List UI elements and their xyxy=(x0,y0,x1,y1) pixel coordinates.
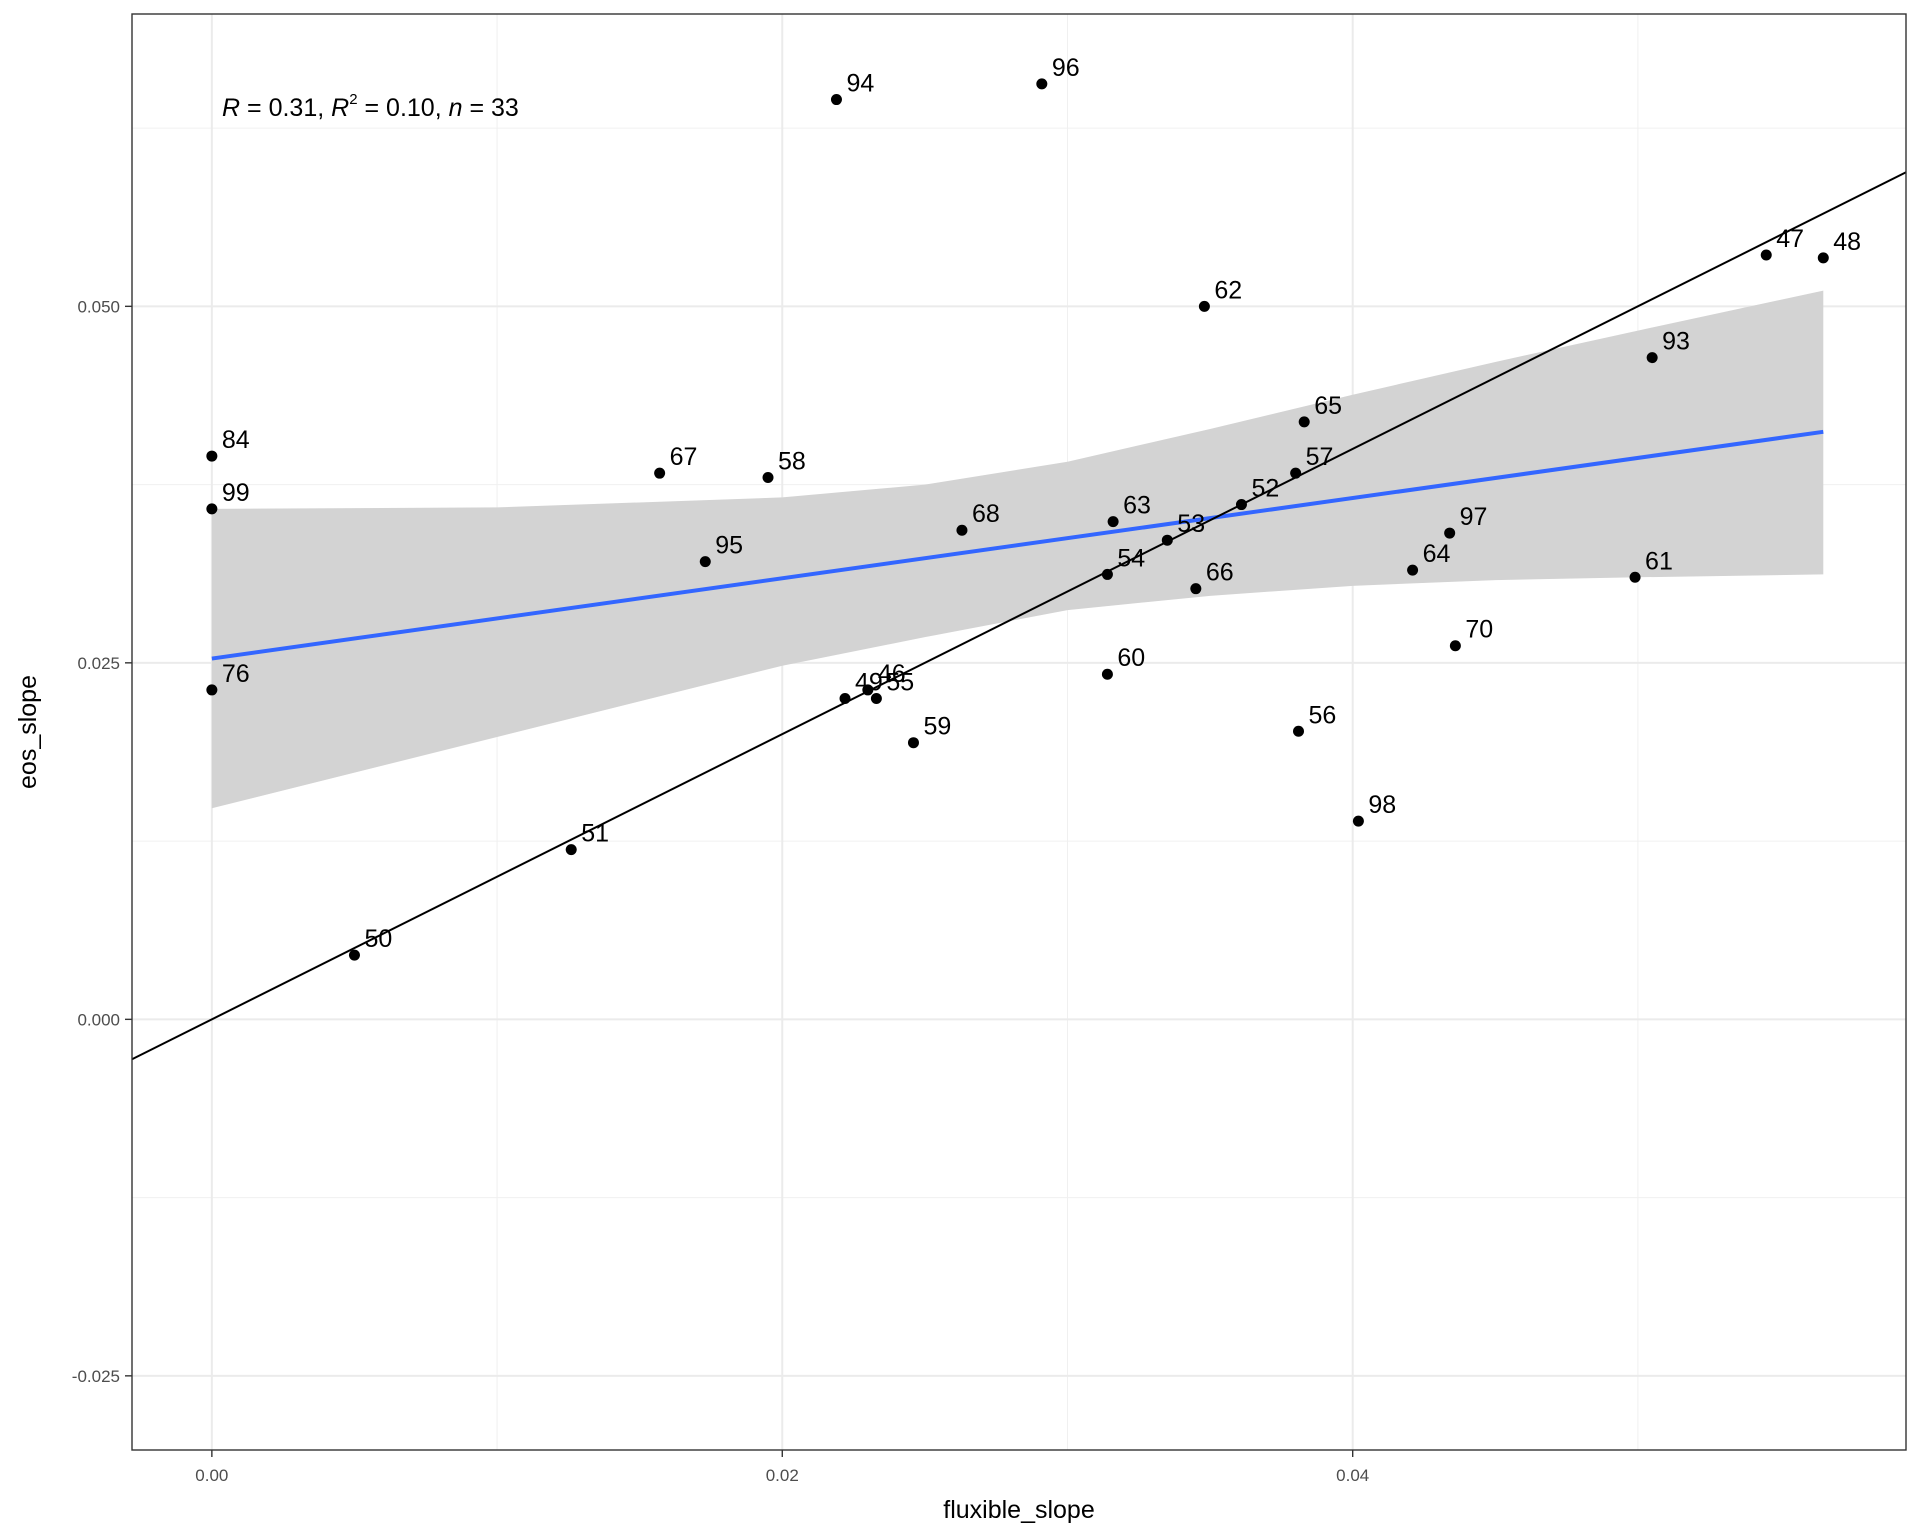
point-label: 95 xyxy=(715,532,743,560)
x-tick-label: 0.04 xyxy=(1336,1466,1369,1485)
data-point xyxy=(862,684,874,696)
point-label: 63 xyxy=(1123,492,1151,520)
point-label: 67 xyxy=(670,443,698,471)
y-tick-label: 0.050 xyxy=(77,297,120,316)
x-tick-label: 0.00 xyxy=(195,1466,228,1485)
data-point xyxy=(1407,564,1419,576)
x-axis: 0.00 0.02 0.04 xyxy=(195,1450,1369,1485)
point-label: 62 xyxy=(1214,276,1242,304)
point-label: 66 xyxy=(1206,559,1234,587)
point-label: 64 xyxy=(1423,540,1451,568)
point-label: 98 xyxy=(1368,791,1396,819)
data-point xyxy=(1444,527,1456,539)
data-point xyxy=(839,692,851,704)
point-label: 48 xyxy=(1833,228,1861,256)
point-label: 54 xyxy=(1117,544,1145,572)
data-point xyxy=(830,94,842,106)
point-label: 47 xyxy=(1776,225,1804,253)
point-label: 57 xyxy=(1306,443,1334,471)
data-point xyxy=(1198,300,1210,312)
point-label: 65 xyxy=(1314,392,1342,420)
data-point xyxy=(1036,78,1048,90)
data-point xyxy=(206,450,218,462)
data-point xyxy=(1629,571,1641,583)
data-point xyxy=(1101,668,1113,680)
point-label: 52 xyxy=(1251,475,1279,503)
identity-line xyxy=(131,171,1907,1061)
data-point xyxy=(1352,815,1364,827)
stat-n-value: 33 xyxy=(491,94,519,122)
data-point xyxy=(1101,568,1113,580)
confidence-band-area xyxy=(211,290,1824,809)
stats-annotation: R = 0.31, R2 = 0.10, n = 33 xyxy=(222,91,519,122)
point-label: 49 xyxy=(855,668,883,696)
data-point xyxy=(1161,534,1173,546)
data-point xyxy=(1290,467,1302,479)
data-point xyxy=(1449,640,1461,652)
x-axis-title: fluxible_slope xyxy=(943,1496,1095,1524)
data-point xyxy=(907,737,919,749)
y-tick-label: 0.000 xyxy=(77,1010,120,1029)
point-label: 51 xyxy=(581,820,609,848)
y-axis-title: eos_slope xyxy=(14,675,42,789)
data-point xyxy=(870,692,882,704)
point-label: 46 xyxy=(878,660,906,688)
point-label: 55 xyxy=(886,668,914,696)
point-label: 53 xyxy=(1177,510,1205,538)
data-point xyxy=(565,844,577,856)
data-point xyxy=(206,684,218,696)
data-point xyxy=(206,503,218,515)
regression-line-group xyxy=(211,429,1824,661)
x-tick-label: 0.02 xyxy=(766,1466,799,1485)
point-label: 94 xyxy=(846,70,874,98)
regression-line xyxy=(211,429,1824,661)
point-label: 70 xyxy=(1465,616,1493,644)
data-point xyxy=(1760,249,1772,261)
identity-line-group xyxy=(131,171,1907,1061)
point-label: 93 xyxy=(1662,328,1690,356)
point-label: 60 xyxy=(1117,644,1145,672)
data-point xyxy=(699,556,711,568)
data-point xyxy=(654,467,666,479)
point-labels: 94 96 47 48 62 93 84 65 67 58 57 99 52 63 68 53 97 95 64 54… xyxy=(222,54,1861,953)
data-point xyxy=(1817,252,1829,264)
data-point xyxy=(1107,516,1119,528)
data-point xyxy=(762,471,774,483)
data-point xyxy=(1235,499,1247,511)
point-label: 58 xyxy=(778,447,806,475)
point-label: 68 xyxy=(972,500,1000,528)
point-label: 76 xyxy=(222,660,250,688)
data-point xyxy=(1293,725,1305,737)
point-label: 96 xyxy=(1052,54,1080,82)
y-tick-label: -0.025 xyxy=(72,1367,120,1386)
stat-r-value: 0.31 xyxy=(269,94,318,122)
stat-r2-value: 0.10 xyxy=(386,94,435,122)
data-point xyxy=(348,949,360,961)
point-label: 84 xyxy=(222,426,250,454)
y-axis: -0.025 0.000 0.025 0.050 xyxy=(72,297,132,1386)
confidence-band xyxy=(211,290,1824,809)
data-point xyxy=(1646,352,1658,364)
point-label: 99 xyxy=(222,479,250,507)
point-label: 50 xyxy=(364,925,392,953)
data-point xyxy=(1298,416,1310,428)
data-point xyxy=(956,524,968,536)
point-label: 56 xyxy=(1309,701,1337,729)
point-label: 59 xyxy=(923,713,951,741)
panel-border xyxy=(131,13,1907,1451)
point-label: 97 xyxy=(1460,503,1488,531)
data-points xyxy=(206,78,1829,961)
point-label: 61 xyxy=(1645,547,1673,575)
data-point xyxy=(1190,583,1202,595)
y-tick-label: 0.025 xyxy=(77,654,120,673)
